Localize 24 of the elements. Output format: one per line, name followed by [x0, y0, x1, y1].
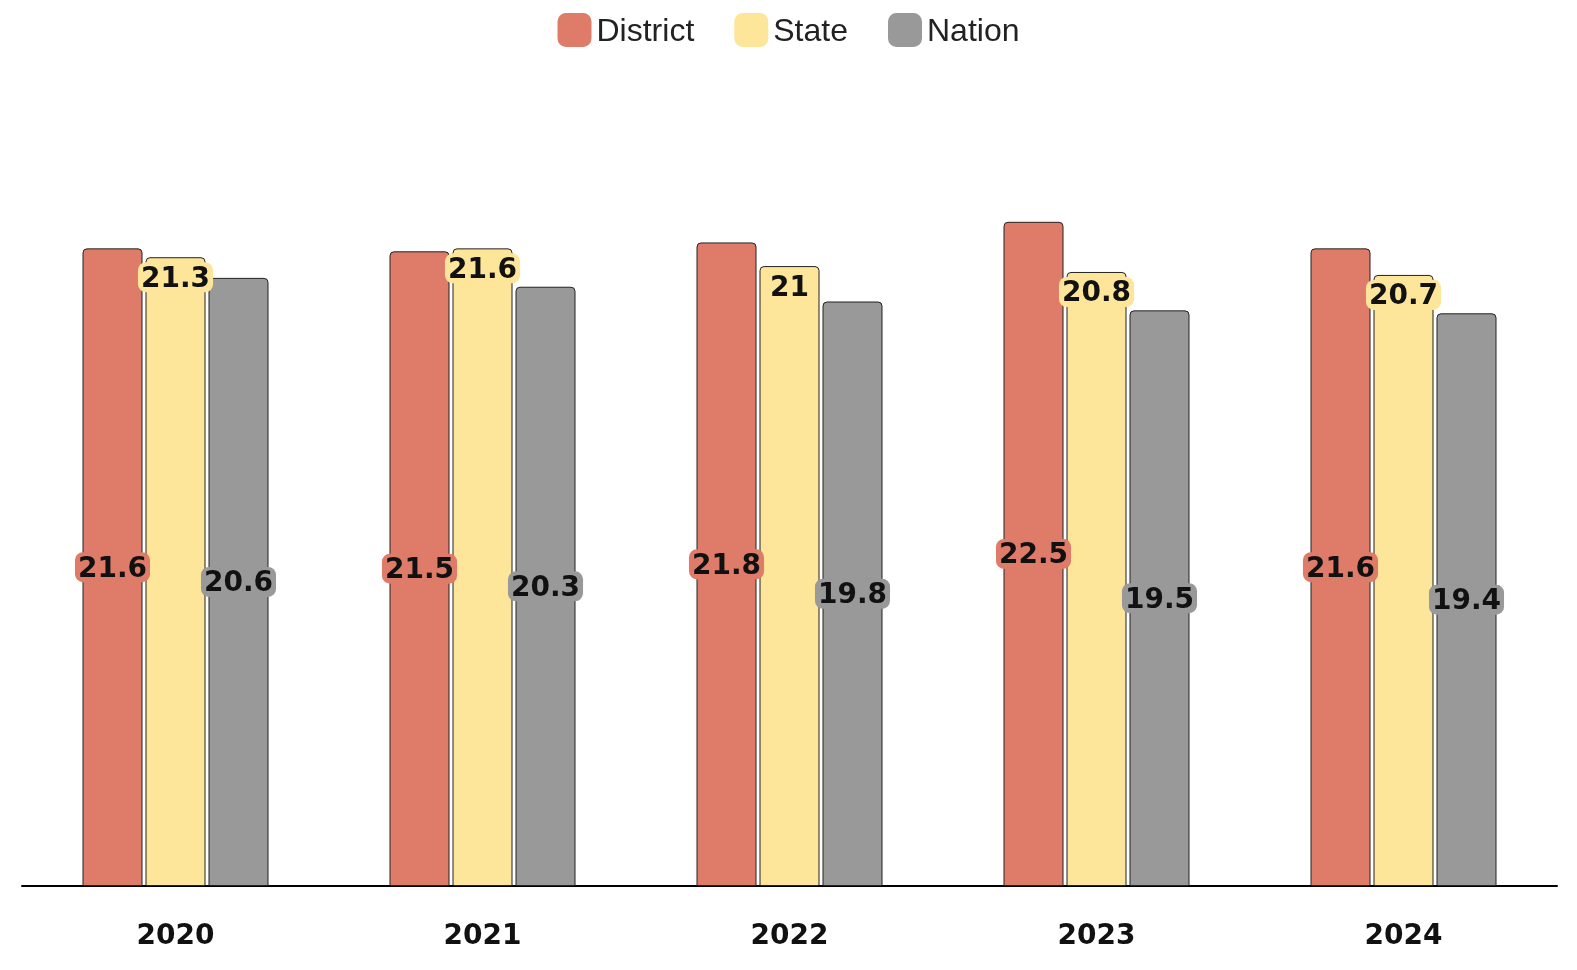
data-label: 19.4	[1431, 583, 1502, 617]
data-label: 20.6	[203, 565, 274, 599]
x-tick-label: 2020	[136, 917, 215, 951]
legend-label: District	[596, 12, 695, 48]
data-label: 21.5	[384, 552, 455, 586]
data-label: 21.8	[691, 547, 762, 581]
data-label: 21	[770, 269, 809, 303]
data-label: 20.7	[1368, 278, 1439, 312]
data-label: 21.6	[77, 550, 148, 584]
bar	[759, 266, 820, 886]
x-tick-label: 2023	[1057, 917, 1136, 951]
x-tick-label: 2021	[443, 917, 522, 951]
data-label: 21.6	[447, 251, 518, 285]
data-label: 19.5	[1124, 581, 1195, 615]
x-tick-label: 2024	[1364, 917, 1443, 951]
data-label: 21.6	[1305, 550, 1376, 584]
data-label: 20.3	[510, 569, 581, 603]
legend-label: Nation	[926, 12, 1020, 48]
data-label: 22.5	[998, 537, 1069, 571]
data-label: 19.8	[817, 577, 888, 611]
data-label: 20.8	[1061, 275, 1132, 309]
x-tick-label: 2022	[750, 917, 829, 951]
data-label: 21.3	[140, 260, 211, 294]
legend-label: State	[773, 12, 848, 48]
